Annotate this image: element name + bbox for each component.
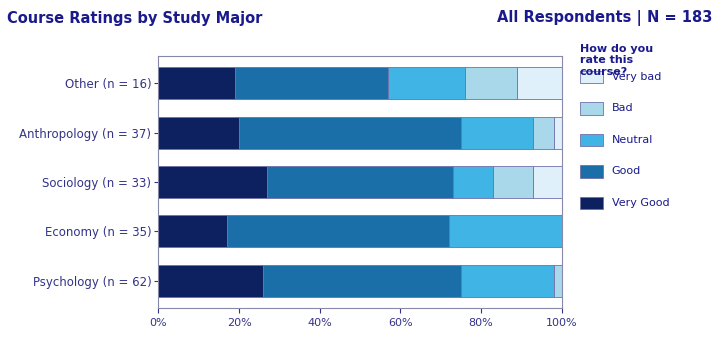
Bar — [235, 68, 388, 99]
Bar — [449, 215, 562, 247]
Bar — [461, 265, 554, 296]
Bar — [158, 68, 235, 99]
Bar — [554, 117, 562, 149]
Bar — [493, 166, 534, 198]
Bar — [517, 68, 562, 99]
Bar — [158, 215, 227, 247]
Bar — [465, 68, 517, 99]
Bar — [461, 117, 534, 149]
Bar — [227, 215, 449, 247]
Bar — [267, 166, 453, 198]
Text: How do you
rate this
course?: How do you rate this course? — [580, 44, 653, 77]
Text: Bad: Bad — [611, 104, 633, 113]
Bar — [534, 166, 562, 198]
Bar — [158, 117, 239, 149]
Text: Very bad: Very bad — [611, 72, 661, 82]
Text: Good: Good — [611, 167, 641, 176]
Bar — [158, 265, 264, 296]
Bar — [534, 117, 554, 149]
Text: Neutral: Neutral — [611, 135, 653, 145]
Bar — [453, 166, 493, 198]
Bar — [158, 166, 267, 198]
Text: Very Good: Very Good — [611, 198, 669, 208]
Bar — [239, 117, 461, 149]
Bar — [264, 265, 461, 296]
Text: Course Ratings by Study Major: Course Ratings by Study Major — [7, 10, 263, 26]
Bar — [388, 68, 465, 99]
Bar — [554, 265, 562, 296]
Text: All Respondents | N = 183: All Respondents | N = 183 — [498, 10, 713, 27]
